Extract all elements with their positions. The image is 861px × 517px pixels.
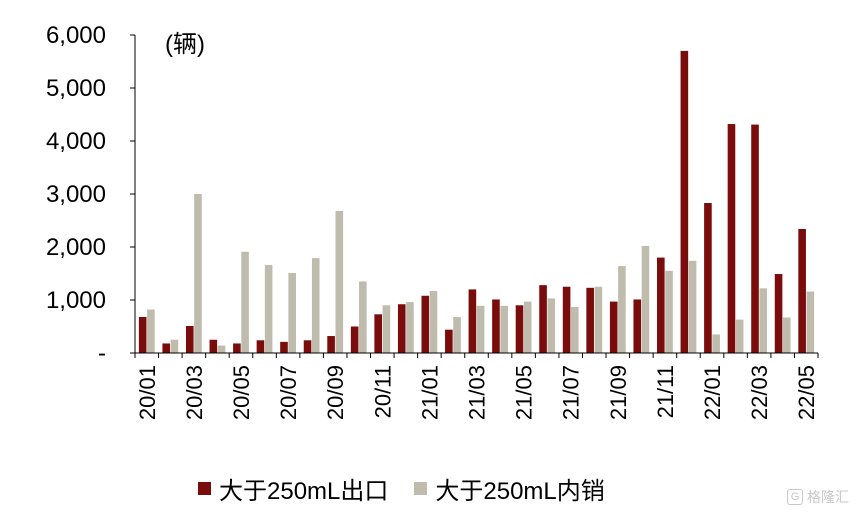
bar-domestic-21/07: [571, 306, 579, 353]
y-tick-label: 4,000: [46, 128, 106, 155]
legend-item-domestic: 大于250mL内销: [414, 471, 605, 506]
x-axis: 20/01 20/03 20/05 20/07 20/09 20/11 21/01 21/03…: [134, 352, 819, 420]
bar-domestic-21/08: [594, 286, 603, 353]
legend-swatch-export: [198, 481, 211, 495]
x-tick-label: 22/03: [747, 365, 772, 420]
y-tick-label: 5,000: [46, 75, 106, 102]
x-tick-label: 22/05: [794, 365, 819, 420]
bar-export-21/01: [421, 295, 430, 353]
bar-domestic-20/04: [217, 345, 226, 353]
bar-export-20/09: [327, 336, 335, 353]
bar-domestic-20/07: [288, 272, 296, 353]
bar-domestic-20/01: [147, 309, 155, 353]
bar-domestic-21/04: [500, 305, 508, 353]
bar-export-21/03: [468, 289, 477, 353]
legend-label-domestic: 大于250mL内销: [435, 477, 605, 505]
y-tick-label: 3,000: [46, 181, 106, 208]
unit-label: (辆): [165, 31, 205, 58]
bar-domestic-22/02: [735, 319, 744, 353]
bar-export-20/06: [256, 340, 265, 353]
x-tick-label: 22/01: [700, 365, 725, 420]
x-tick-label: 21/09: [606, 365, 631, 420]
watermark-text: 格隆汇: [807, 489, 849, 505]
bar-domestic-22/04: [782, 317, 791, 353]
bar-domestic-21/09: [618, 266, 626, 353]
bar-export-21/10: [633, 299, 642, 353]
legend-swatch-domestic: [414, 481, 428, 495]
bar-domestic-21/03: [476, 305, 485, 353]
bar-domestic-20/11: [382, 305, 391, 353]
bar-export-22/05: [798, 228, 806, 353]
bar-domestic-20/03: [194, 194, 202, 353]
y-tick-label: 2,000: [46, 234, 106, 261]
x-tick-label: 20/11: [370, 365, 395, 418]
watermark: G 格隆汇: [787, 487, 849, 507]
bar-domestic-20/10: [359, 281, 367, 353]
bar-domestic-22/05: [806, 291, 815, 353]
x-tick-label: 20/05: [229, 365, 254, 420]
bar-export-20/08: [303, 340, 312, 353]
x-tick-label: 21/11: [653, 365, 678, 418]
bar-domestic-22/03: [759, 288, 768, 353]
bar-export-21/09: [609, 301, 618, 353]
bar-export-20/03: [185, 325, 194, 353]
bar-export-21/12: [680, 50, 689, 354]
bar-export-20/11: [374, 314, 382, 353]
x-tick-label: 20/09: [323, 365, 348, 420]
bar-domestic-21/05: [523, 301, 532, 353]
bar-domestic-20/06: [264, 265, 273, 353]
bar-export-20/05: [233, 343, 241, 353]
bar-export-22/01: [704, 203, 712, 353]
y-tick-label: 1,000: [46, 287, 106, 314]
y-tick-label: -: [98, 340, 106, 367]
bar-domestic-21/02: [453, 316, 461, 353]
bar-export-21/04: [492, 299, 500, 353]
bar-export-20/10: [350, 326, 359, 353]
bar-domestic-20/09: [335, 210, 344, 353]
bar-domestic-20/05: [241, 251, 249, 353]
bar-export-21/08: [586, 287, 594, 353]
bar-domestic-22/01: [712, 334, 720, 353]
bar-export-20/07: [280, 341, 288, 353]
x-tick-label: 20/01: [135, 365, 160, 420]
bar-export-22/02: [727, 124, 736, 353]
x-tick-label: 21/03: [465, 365, 490, 420]
bar-domestic-21/11: [665, 270, 673, 353]
x-tick-label: 21/07: [559, 365, 584, 420]
bar-domestic-20/08: [311, 258, 320, 353]
legend: 大于250mL出口 大于250mL内销: [198, 470, 605, 506]
bar-export-20/01: [138, 316, 147, 353]
x-tick-label: 21/05: [512, 365, 537, 420]
bar-export-22/04: [774, 274, 783, 353]
bar-export-22/03: [751, 124, 759, 353]
bar-domestic-20/12: [406, 302, 414, 353]
bar-export-21/02: [445, 329, 453, 353]
bar-export-21/06: [539, 285, 547, 353]
bar-export-21/05: [515, 305, 524, 353]
x-tick-label: 21/01: [417, 365, 442, 420]
bar-domestic-21/10: [641, 245, 650, 353]
y-tick-label: 6,000: [46, 22, 106, 49]
bar-export-21/07: [562, 286, 571, 353]
bar-domestic-21/01: [429, 290, 438, 353]
y-axis: - 1,000 2,000 3,000 4,000 5,000 6,000: [46, 22, 136, 367]
legend-item-export: 大于250mL出口: [198, 471, 388, 506]
watermark-logo-icon: G: [787, 489, 803, 505]
bar-export-20/02: [162, 343, 171, 353]
bar-export-21/11: [657, 257, 665, 353]
x-tick-label: 20/07: [276, 365, 301, 420]
bar-domestic-21/06: [547, 298, 556, 353]
bar-export-20/12: [397, 304, 406, 353]
bar-export-20/04: [209, 339, 218, 353]
legend-label-export: 大于250mL出口: [219, 477, 389, 505]
bar-domestic-20/02: [170, 339, 179, 353]
bar-domestic-21/12: [688, 260, 697, 353]
bars: [138, 50, 815, 354]
x-tick-label: 20/03: [182, 365, 207, 420]
